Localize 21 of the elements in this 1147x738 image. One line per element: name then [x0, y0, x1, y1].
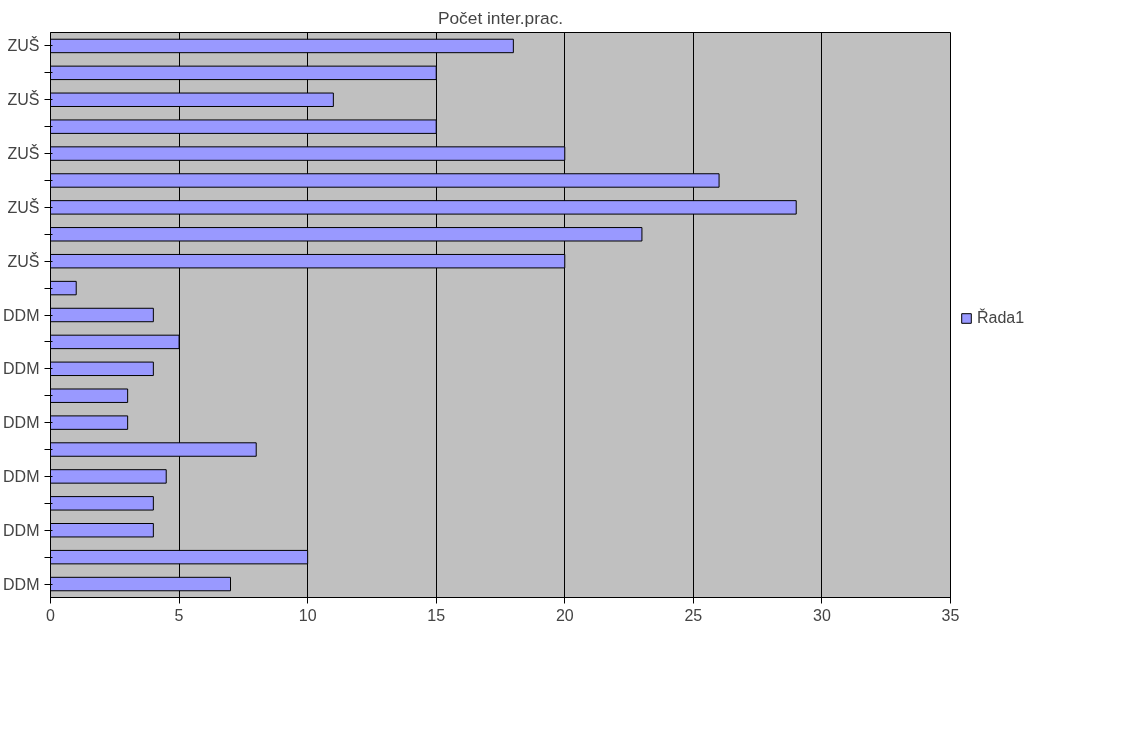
x-tick-label: 25	[684, 606, 703, 624]
x-tick-label: 30	[813, 606, 831, 624]
y-tick-label: ZUŠ	[7, 36, 40, 55]
y-tick-label: DDM	[3, 467, 40, 485]
x-tick-label: 35	[941, 606, 960, 624]
x-tick-label: 15	[427, 606, 446, 624]
y-tick-label: ZUŠ	[7, 144, 40, 163]
y-tick-label: DDM	[3, 521, 40, 539]
y-tick-label: DDM	[3, 306, 40, 324]
y-tick-label: ZUŠ	[7, 251, 40, 270]
x-tick-label: 5	[174, 606, 184, 624]
chart-title: Počet inter.prac.	[437, 7, 564, 28]
y-tick-label: ZUŠ	[7, 197, 40, 216]
y-tick-label: DDM	[3, 575, 40, 593]
y-tick-label: ZUŠ	[7, 90, 40, 109]
y-tick-label: DDM	[3, 360, 40, 378]
x-tick-label: 20	[555, 606, 574, 624]
x-tick-label: 0	[46, 606, 56, 624]
y-tick-label: DDM	[3, 414, 40, 432]
x-tick-label: 10	[298, 606, 317, 624]
legend-label: Řada1	[977, 309, 1025, 327]
